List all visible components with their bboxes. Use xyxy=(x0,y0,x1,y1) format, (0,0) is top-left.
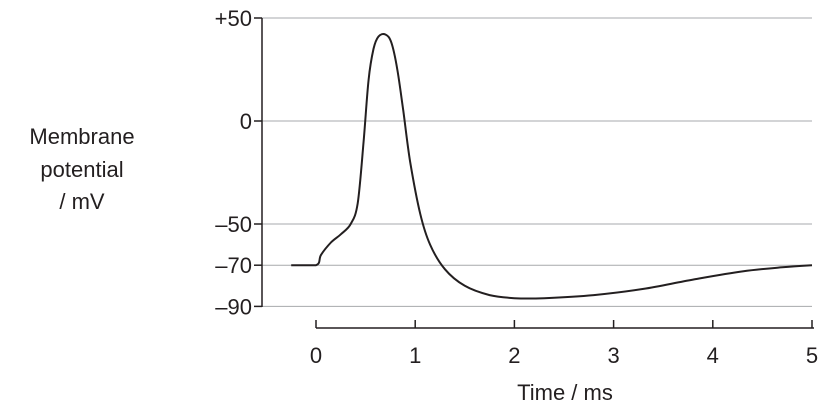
x-tick-label-4: 4 xyxy=(707,343,719,368)
x-tick-label-0: 0 xyxy=(310,343,322,368)
x-axis-title: Time / ms xyxy=(517,380,613,405)
y-tick-label-4: –90 xyxy=(215,294,252,319)
y-tick-label-1: 0 xyxy=(240,109,252,134)
membrane-potential-curve xyxy=(291,33,813,300)
y-axis-ticks: +50 0 –50 –70 –90 xyxy=(215,6,262,319)
x-axis-ticks: 0 1 2 3 4 5 xyxy=(310,320,818,368)
y-axis-label-line-3: / mV xyxy=(59,189,105,214)
x-tick-label-1: 1 xyxy=(409,343,421,368)
y-axis-label-line-1: Membrane xyxy=(29,124,135,149)
y-axis-label-line-2: potential xyxy=(40,157,124,182)
y-tick-label-0: +50 xyxy=(215,6,252,31)
y-tick-label-3: –70 xyxy=(215,253,252,278)
x-tick-label-3: 3 xyxy=(607,343,619,368)
grid-lines xyxy=(262,17,812,307)
y-tick-label-2: –50 xyxy=(215,212,252,237)
x-tick-label-2: 2 xyxy=(508,343,520,368)
x-tick-label-5: 5 xyxy=(806,343,818,368)
